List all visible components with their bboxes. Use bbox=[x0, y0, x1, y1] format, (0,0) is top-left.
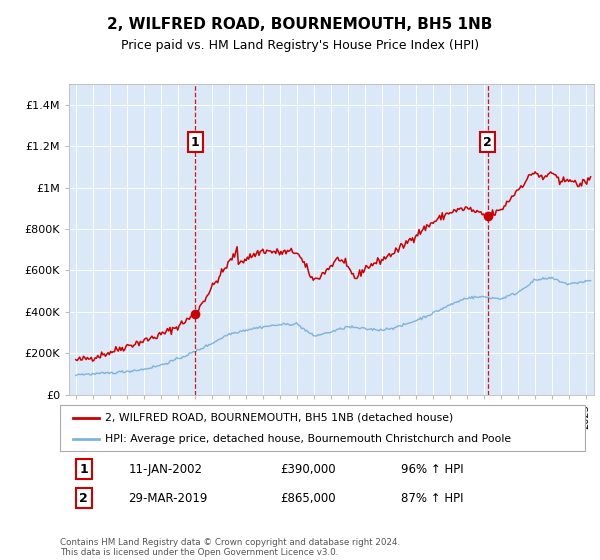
Text: 2: 2 bbox=[483, 136, 492, 148]
Text: 2, WILFRED ROAD, BOURNEMOUTH, BH5 1NB (detached house): 2, WILFRED ROAD, BOURNEMOUTH, BH5 1NB (d… bbox=[104, 413, 453, 423]
Text: 2, WILFRED ROAD, BOURNEMOUTH, BH5 1NB: 2, WILFRED ROAD, BOURNEMOUTH, BH5 1NB bbox=[107, 17, 493, 32]
Text: 29-MAR-2019: 29-MAR-2019 bbox=[128, 492, 208, 505]
Text: 2: 2 bbox=[79, 492, 88, 505]
Text: £390,000: £390,000 bbox=[281, 463, 336, 476]
Text: 87% ↑ HPI: 87% ↑ HPI bbox=[401, 492, 464, 505]
Text: 1: 1 bbox=[79, 463, 88, 476]
Text: Price paid vs. HM Land Registry's House Price Index (HPI): Price paid vs. HM Land Registry's House … bbox=[121, 39, 479, 53]
Text: 11-JAN-2002: 11-JAN-2002 bbox=[128, 463, 202, 476]
Text: Contains HM Land Registry data © Crown copyright and database right 2024.
This d: Contains HM Land Registry data © Crown c… bbox=[60, 538, 400, 557]
Text: 1: 1 bbox=[191, 136, 200, 148]
Text: £865,000: £865,000 bbox=[281, 492, 336, 505]
FancyBboxPatch shape bbox=[60, 405, 585, 451]
Text: 96% ↑ HPI: 96% ↑ HPI bbox=[401, 463, 464, 476]
Text: HPI: Average price, detached house, Bournemouth Christchurch and Poole: HPI: Average price, detached house, Bour… bbox=[104, 435, 511, 444]
